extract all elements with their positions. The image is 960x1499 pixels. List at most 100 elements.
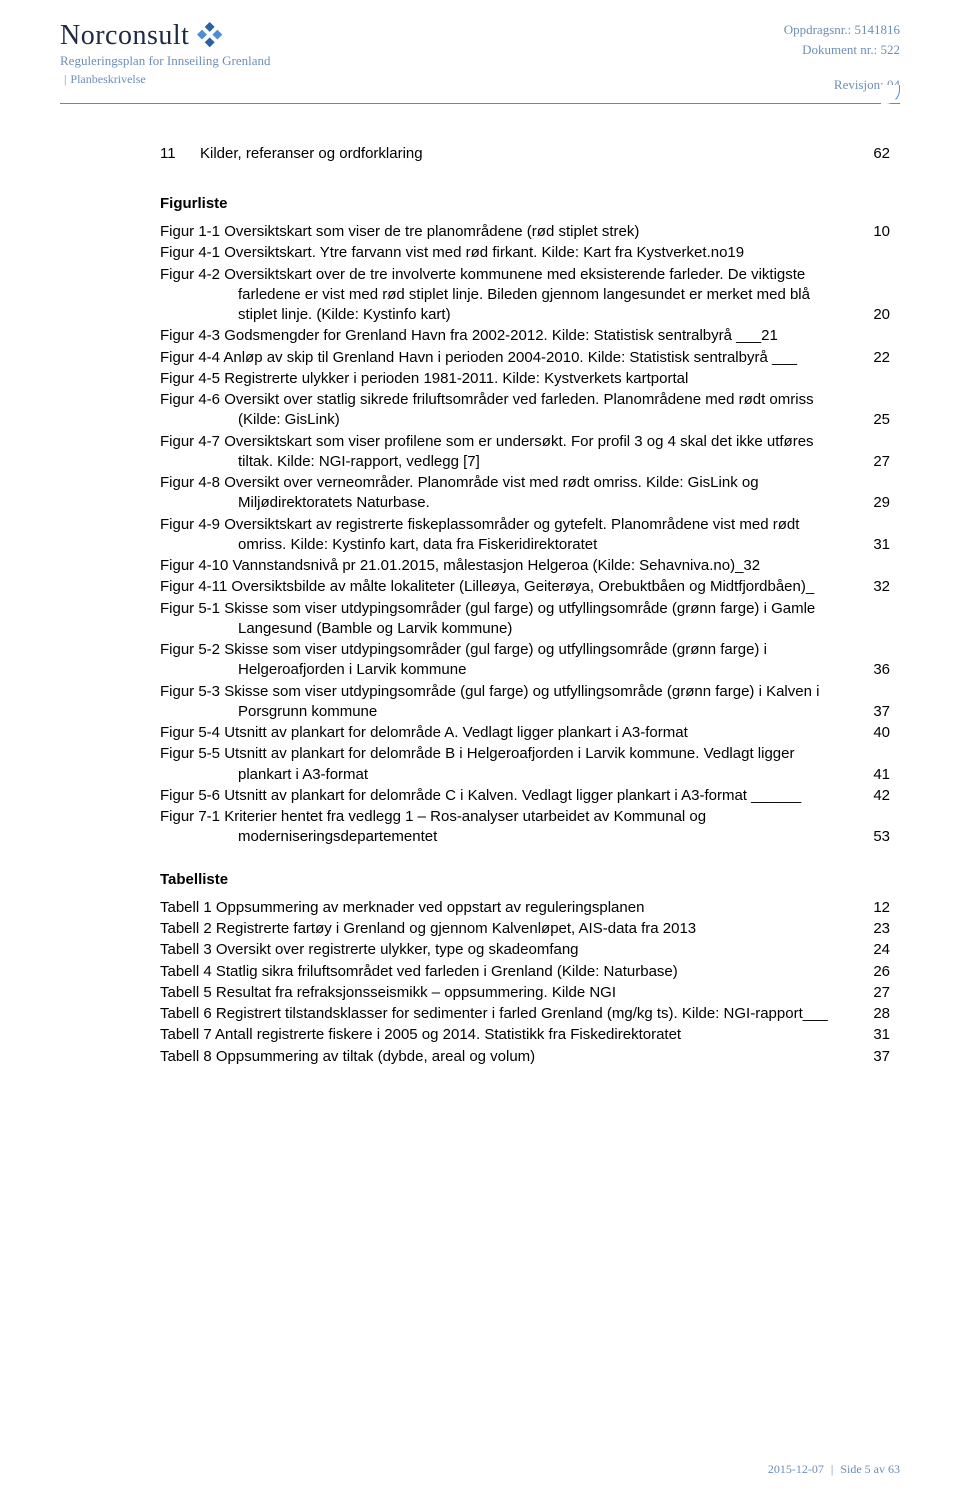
list-item: Tabell 7 Antall registrerte fiskere i 20… [160,1025,890,1045]
entry-page: 20 [873,305,890,325]
entry-page: 31 [873,535,890,555]
entry-text: Figur 7-1 Kriterier hentet fra vedlegg 1… [160,807,850,848]
footer-page-current: 5 [865,1462,871,1476]
entry-text: Figur 4-4 Anløp av skip til Grenland Hav… [160,348,850,368]
entry-page: 23 [873,919,890,939]
page-header: Norconsult Reguleringsplan for Innseilin… [60,20,900,104]
list-item: Figur 4-2 Oversiktskart over de tre invo… [160,265,890,326]
dokument-label: Dokument nr.: [802,42,877,57]
list-item: Tabell 2 Registrerte fartøy i Grenland o… [160,919,890,939]
entry-text: Figur 4-2 Oversiktskart over de tre invo… [160,265,850,326]
entry-page: 40 [873,723,890,743]
list-item: Tabell 5 Resultat fra refraksjonsseismik… [160,983,890,1003]
toc-num: 11 [160,144,200,164]
divider-icon: | [831,1462,833,1476]
footer-page-label: Side [840,1462,861,1476]
entry-text: Tabell 3 Oversikt over registrerte ulykk… [160,940,850,960]
entry-text: Tabell 5 Resultat fra refraksjonsseismik… [160,983,850,1003]
entry-page: 27 [873,983,890,1003]
entry-text: Figur 4-3 Godsmengder for Grenland Havn … [160,326,850,346]
list-item: Figur 5-5 Utsnitt av plankart for delomr… [160,744,890,785]
list-item: Figur 4-11 Oversiktsbilde av målte lokal… [160,577,890,597]
list-item: Figur 5-6 Utsnitt av plankart for delomr… [160,786,890,806]
list-item: Figur 5-2 Skisse som viser utdypingsområ… [160,640,890,681]
figurliste-heading: Figurliste [160,194,890,214]
entry-text: Figur 5-5 Utsnitt av plankart for delomr… [160,744,850,785]
toc-label: Kilder, referanser og ordforklaring [200,144,850,164]
divider-icon: | [64,72,66,86]
list-item: Figur 7-1 Kriterier hentet fra vedlegg 1… [160,807,890,848]
entry-page: 42 [873,786,890,806]
meta-oppdrag: Oppdragsnr.: 5141816 [784,20,900,40]
entry-text: Tabell 8 Oppsummering av tiltak (dybde, … [160,1047,850,1067]
revisjon-label: Revisjon: [834,77,884,92]
header-subtitle: Reguleringsplan for Innseiling Grenland [60,53,270,69]
footer-date: 2015-12-07 [768,1462,824,1476]
meta-dokument: Dokument nr.: 522 [784,40,900,60]
entry-text: Figur 4-8 Oversikt over verneområder. Pl… [160,473,850,514]
toc-page: 62 [850,144,890,164]
list-item: Figur 4-1 Oversiktskart. Ytre farvann vi… [160,243,890,263]
header-meta: Oppdragsnr.: 5141816 Dokument nr.: 522 R… [784,20,900,95]
list-item: Figur 1-1 Oversiktskart som viser de tre… [160,222,890,242]
entry-page: 36 [873,660,890,680]
entry-page: 28 [873,1004,890,1024]
meta-revisjon: Revisjon: 04 [784,75,900,95]
logo-row: Norconsult [60,20,270,52]
entry-page: 26 [873,962,890,982]
entry-text: Figur 4-10 Vannstandsnivå pr 21.01.2015,… [160,556,850,576]
list-item: Figur 5-3 Skisse som viser utdypingsområ… [160,682,890,723]
list-item: Figur 4-10 Vannstandsnivå pr 21.01.2015,… [160,556,890,576]
entry-page: 22 [873,348,890,368]
tabelliste-heading: Tabelliste [160,870,890,890]
entry-text: Tabell 4 Statlig sikra friluftsområdet v… [160,962,850,982]
header-subdoc: |Planbeskrivelse [60,72,270,87]
list-item: Tabell 3 Oversikt over registrerte ulykk… [160,940,890,960]
entry-text: Figur 5-2 Skisse som viser utdypingsområ… [160,640,850,681]
entry-page: 37 [873,702,890,722]
entry-page: 10 [873,222,890,242]
entry-text: Figur 5-3 Skisse som viser utdypingsområ… [160,682,850,723]
list-item: Figur 4-6 Oversikt over statlig sikrede … [160,390,890,431]
entry-page: 25 [873,410,890,430]
logo-block: Norconsult Reguleringsplan for Innseilin… [60,20,270,87]
logo-text: Norconsult [60,20,189,52]
list-item: Tabell 4 Statlig sikra friluftsområdet v… [160,962,890,982]
list-item: Figur 4-9 Oversiktskart av registrerte f… [160,515,890,556]
list-item: Tabell 8 Oppsummering av tiltak (dybde, … [160,1047,890,1067]
entry-text: Figur 5-1 Skisse som viser utdypingsområ… [160,599,850,640]
entry-text: Tabell 6 Registrert tilstandsklasser for… [160,1004,850,1024]
dokument-value: 522 [881,42,901,57]
footer-page-sep: av [874,1462,885,1476]
list-item: Figur 4-7 Oversiktskart som viser profil… [160,432,890,473]
toc-section-11: 11 Kilder, referanser og ordforklaring 6… [160,144,890,164]
entry-page: 37 [873,1047,890,1067]
list-item: Figur 4-3 Godsmengder for Grenland Havn … [160,326,890,346]
entry-text: Figur 4-6 Oversikt over statlig sikrede … [160,390,850,431]
list-item: Figur 4-5 Registrerte ulykker i perioden… [160,369,890,389]
page-footer: 2015-12-07 | Side 5 av 63 [768,1462,900,1477]
oppdrag-label: Oppdragsnr.: [784,22,852,37]
entry-page: 53 [873,827,890,847]
list-item: Tabell 1 Oppsummering av merknader ved o… [160,898,890,918]
document-page: Norconsult Reguleringsplan for Innseilin… [0,0,960,1499]
entry-page: 24 [873,940,890,960]
entry-text: Tabell 2 Registrerte fartøy i Grenland o… [160,919,850,939]
entry-text: Figur 5-4 Utsnitt av plankart for delomr… [160,723,850,743]
entry-page: 31 [873,1025,890,1045]
entry-text: Figur 4-5 Registrerte ulykker i perioden… [160,369,850,389]
entry-text: Figur 5-6 Utsnitt av plankart for delomr… [160,786,850,806]
entry-page: 32 [873,577,890,597]
list-item: Figur 4-8 Oversikt over verneområder. Pl… [160,473,890,514]
logo-diamond-icon [195,22,223,50]
entry-page: 41 [873,765,890,785]
entry-page: 29 [873,493,890,513]
entry-page: 12 [873,898,890,918]
entry-text: Figur 1-1 Oversiktskart som viser de tre… [160,222,850,242]
list-item: Tabell 6 Registrert tilstandsklasser for… [160,1004,890,1024]
footer-page-total: 63 [888,1462,900,1476]
entry-text: Figur 4-11 Oversiktsbilde av målte lokal… [160,577,850,597]
revisjon-value: 04 [887,77,900,92]
entry-text: Tabell 1 Oppsummering av merknader ved o… [160,898,850,918]
list-item: Figur 5-4 Utsnitt av plankart for delomr… [160,723,890,743]
